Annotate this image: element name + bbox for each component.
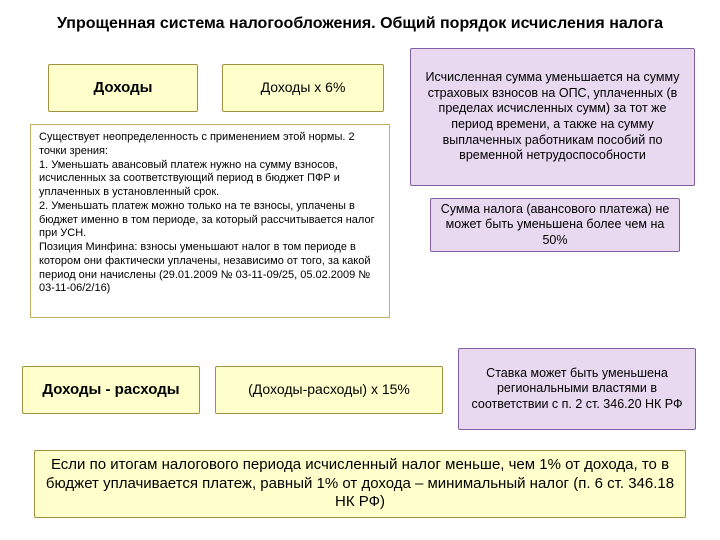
note-reduce-main: Исчисленная сумма уменьшается на сумму с… [410,48,695,186]
box-expenses-formula: (Доходы-расходы) х 15% [215,366,443,414]
box-income: Доходы [48,64,198,112]
note-uncertainty: Существует неопределенность с применение… [30,124,390,318]
box-expenses: Доходы - расходы [22,366,200,414]
box-income-formula: Доходы х 6% [222,64,384,112]
note-limit-50: Сумма налога (авансового платежа) не мож… [430,198,680,252]
note-min-tax: Если по итогам налогового периода исчисл… [34,450,686,518]
note-regional: Ставка может быть уменьшена региональным… [458,348,696,430]
page-title: Упрощенная система налогообложения. Общи… [18,14,702,34]
